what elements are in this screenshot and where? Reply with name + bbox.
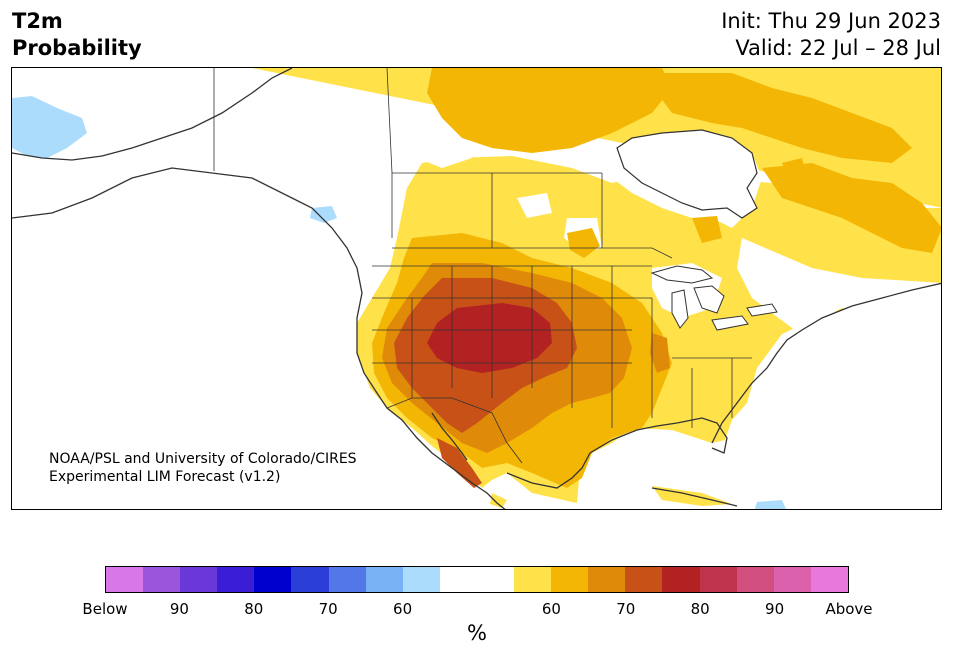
colorbar-segment bbox=[773, 567, 811, 592]
colorbar-segment bbox=[625, 567, 663, 592]
colorbar-segment bbox=[328, 567, 366, 592]
colorbar-tick-label: 90 bbox=[765, 600, 785, 618]
variable-label: T2m bbox=[12, 9, 63, 33]
colorbar-segment bbox=[180, 567, 218, 592]
colorbar-segment bbox=[736, 567, 774, 592]
colorbar-segment bbox=[291, 567, 329, 592]
colorbar-tick-label: 70 bbox=[616, 600, 636, 618]
valid-range-label: Valid: 22 Jul – 28 Jul bbox=[735, 36, 941, 60]
init-date-label: Init: Thu 29 Jun 2023 bbox=[721, 9, 941, 33]
colorbar-segment bbox=[699, 567, 737, 592]
hudson-bay bbox=[616, 129, 758, 219]
title-left: T2m Probability bbox=[12, 8, 142, 62]
colorbar-unit-label: % bbox=[467, 621, 487, 645]
colorbar-segment bbox=[254, 567, 292, 592]
colorbar-tick-label: Above bbox=[825, 600, 873, 618]
credit-text: NOAA/PSL and University of Colorado/CIRE… bbox=[49, 450, 357, 486]
colorbar-segment bbox=[439, 567, 477, 592]
title-right: Init: Thu 29 Jun 2023 Valid: 22 Jul – 28… bbox=[721, 8, 941, 62]
colorbar-segment bbox=[402, 567, 440, 592]
colorbar-segment bbox=[662, 567, 700, 592]
coastlines bbox=[12, 68, 941, 509]
colorbar-tick-label: 80 bbox=[244, 600, 264, 618]
near-normal-areas bbox=[12, 68, 941, 509]
colorbar-segment bbox=[365, 567, 403, 592]
colorbar-segment bbox=[810, 567, 848, 592]
colorbar-segment bbox=[514, 567, 552, 592]
colorbar-segment bbox=[551, 567, 589, 592]
great-lakes bbox=[650, 265, 778, 331]
credit-line-2: Experimental LIM Forecast (v1.2) bbox=[49, 469, 281, 485]
credit-line-1: NOAA/PSL and University of Colorado/CIRE… bbox=[49, 451, 357, 467]
political-borders bbox=[213, 68, 752, 464]
colorbar-segment bbox=[588, 567, 626, 592]
below-normal-areas bbox=[12, 96, 787, 509]
colorbar-segment bbox=[217, 567, 255, 592]
colorbar-tick-label: 60 bbox=[393, 600, 413, 618]
colorbar-tick-label: 90 bbox=[169, 600, 189, 618]
colorbar-tick-label: 70 bbox=[318, 600, 338, 618]
colorbar bbox=[105, 566, 849, 593]
colorbar-tick-label: Below bbox=[82, 600, 128, 618]
map-canvas bbox=[12, 68, 941, 509]
colorbar-tick-label: 60 bbox=[541, 600, 561, 618]
quantity-label: Probability bbox=[12, 36, 142, 60]
colorbar-segment bbox=[143, 567, 181, 592]
colorbar-segment bbox=[476, 567, 515, 592]
colorbar-tick-label: 80 bbox=[690, 600, 710, 618]
probability-fill-90 bbox=[427, 303, 552, 373]
forecast-map bbox=[11, 67, 942, 510]
colorbar-segment bbox=[106, 567, 144, 592]
